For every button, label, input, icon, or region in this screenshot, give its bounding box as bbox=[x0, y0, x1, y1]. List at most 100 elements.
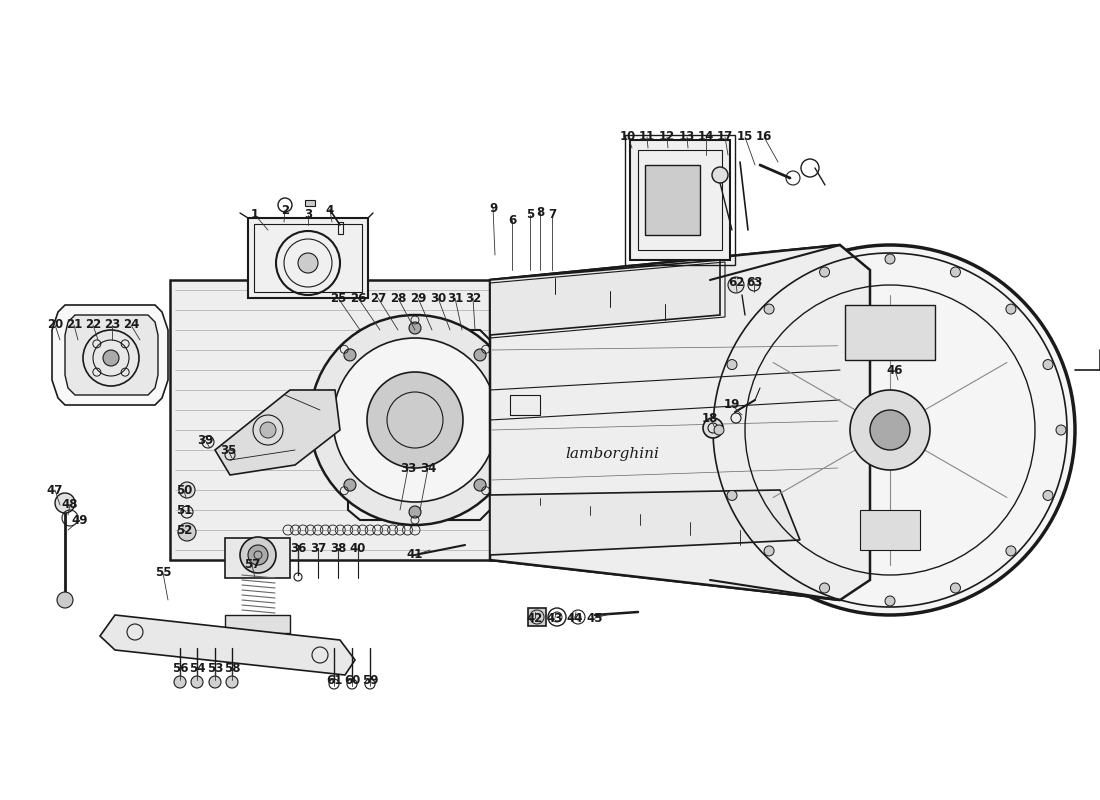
Circle shape bbox=[870, 410, 910, 450]
Text: 3: 3 bbox=[304, 209, 312, 222]
Circle shape bbox=[174, 676, 186, 688]
Polygon shape bbox=[100, 615, 355, 675]
Text: 35: 35 bbox=[220, 443, 236, 457]
Polygon shape bbox=[65, 315, 158, 395]
Text: 31: 31 bbox=[447, 291, 463, 305]
Circle shape bbox=[1043, 490, 1053, 501]
Polygon shape bbox=[52, 305, 168, 405]
Text: 49: 49 bbox=[72, 514, 88, 526]
Bar bbox=[860, 510, 920, 550]
Circle shape bbox=[764, 546, 774, 556]
Text: 12: 12 bbox=[659, 130, 675, 143]
Circle shape bbox=[344, 479, 356, 491]
Text: 17: 17 bbox=[717, 130, 733, 143]
Text: 53: 53 bbox=[207, 662, 223, 674]
Circle shape bbox=[317, 414, 329, 426]
Text: 34: 34 bbox=[420, 462, 437, 474]
Circle shape bbox=[367, 372, 463, 468]
Text: 10: 10 bbox=[620, 130, 636, 143]
Circle shape bbox=[820, 583, 829, 593]
Text: 47: 47 bbox=[47, 483, 63, 497]
Circle shape bbox=[1056, 425, 1066, 435]
Text: 4: 4 bbox=[326, 203, 334, 217]
Circle shape bbox=[248, 545, 268, 565]
Text: 54: 54 bbox=[189, 662, 206, 674]
Text: 22: 22 bbox=[85, 318, 101, 331]
Text: 5: 5 bbox=[526, 209, 535, 222]
Bar bbox=[305, 200, 315, 206]
Circle shape bbox=[209, 676, 221, 688]
Polygon shape bbox=[630, 140, 730, 260]
Text: 30: 30 bbox=[430, 291, 447, 305]
Circle shape bbox=[344, 349, 356, 361]
Circle shape bbox=[500, 414, 513, 426]
Text: 46: 46 bbox=[887, 363, 903, 377]
Text: 36: 36 bbox=[289, 542, 306, 554]
Polygon shape bbox=[214, 390, 340, 475]
Text: 29: 29 bbox=[410, 291, 426, 305]
Text: 28: 28 bbox=[389, 291, 406, 305]
Circle shape bbox=[474, 349, 486, 361]
Circle shape bbox=[950, 267, 960, 277]
Circle shape bbox=[298, 253, 318, 273]
Circle shape bbox=[103, 350, 119, 366]
Text: 51: 51 bbox=[176, 503, 192, 517]
Text: 21: 21 bbox=[66, 318, 82, 331]
Text: 23: 23 bbox=[103, 318, 120, 331]
Text: 62: 62 bbox=[728, 277, 745, 290]
Circle shape bbox=[714, 425, 724, 435]
Circle shape bbox=[850, 390, 930, 470]
Text: 56: 56 bbox=[172, 662, 188, 674]
Text: 15: 15 bbox=[737, 130, 754, 143]
Text: 16: 16 bbox=[756, 130, 772, 143]
Text: 18: 18 bbox=[702, 411, 718, 425]
Bar bbox=[645, 165, 700, 235]
Circle shape bbox=[703, 418, 723, 438]
Text: 57: 57 bbox=[244, 558, 261, 571]
Text: 43: 43 bbox=[547, 611, 563, 625]
Text: 14: 14 bbox=[697, 130, 714, 143]
Text: 7: 7 bbox=[548, 209, 557, 222]
Text: 11: 11 bbox=[639, 130, 656, 143]
Bar bbox=[510, 395, 540, 415]
Text: 40: 40 bbox=[350, 542, 366, 554]
Circle shape bbox=[705, 245, 1075, 615]
Polygon shape bbox=[348, 330, 490, 520]
Bar bbox=[528, 608, 546, 626]
Text: 24: 24 bbox=[123, 318, 140, 331]
Circle shape bbox=[886, 254, 895, 264]
Text: 32: 32 bbox=[465, 291, 481, 305]
Circle shape bbox=[226, 676, 238, 688]
Text: 6: 6 bbox=[508, 214, 516, 226]
Circle shape bbox=[260, 422, 276, 438]
Polygon shape bbox=[490, 245, 870, 600]
Text: 55: 55 bbox=[155, 566, 172, 579]
Polygon shape bbox=[248, 218, 368, 298]
Text: 1: 1 bbox=[251, 209, 260, 222]
Text: 52: 52 bbox=[176, 523, 192, 537]
Circle shape bbox=[409, 322, 421, 334]
Circle shape bbox=[1043, 359, 1053, 370]
Bar bbox=[638, 150, 722, 250]
Text: 61: 61 bbox=[326, 674, 342, 686]
Polygon shape bbox=[170, 280, 501, 560]
Circle shape bbox=[57, 592, 73, 608]
Circle shape bbox=[764, 304, 774, 314]
Bar bbox=[845, 305, 935, 360]
Circle shape bbox=[950, 583, 960, 593]
Circle shape bbox=[728, 277, 744, 293]
Text: 9: 9 bbox=[488, 202, 497, 214]
Circle shape bbox=[886, 596, 895, 606]
Text: 41: 41 bbox=[407, 549, 424, 562]
Text: 13: 13 bbox=[679, 130, 695, 143]
Circle shape bbox=[179, 482, 195, 498]
Circle shape bbox=[712, 167, 728, 183]
Text: 44: 44 bbox=[566, 611, 583, 625]
Circle shape bbox=[191, 676, 204, 688]
Circle shape bbox=[474, 479, 486, 491]
Bar bbox=[226, 538, 290, 578]
Text: 8: 8 bbox=[536, 206, 544, 218]
Text: 60: 60 bbox=[344, 674, 360, 686]
Text: 50: 50 bbox=[176, 483, 192, 497]
Text: 27: 27 bbox=[370, 291, 386, 305]
